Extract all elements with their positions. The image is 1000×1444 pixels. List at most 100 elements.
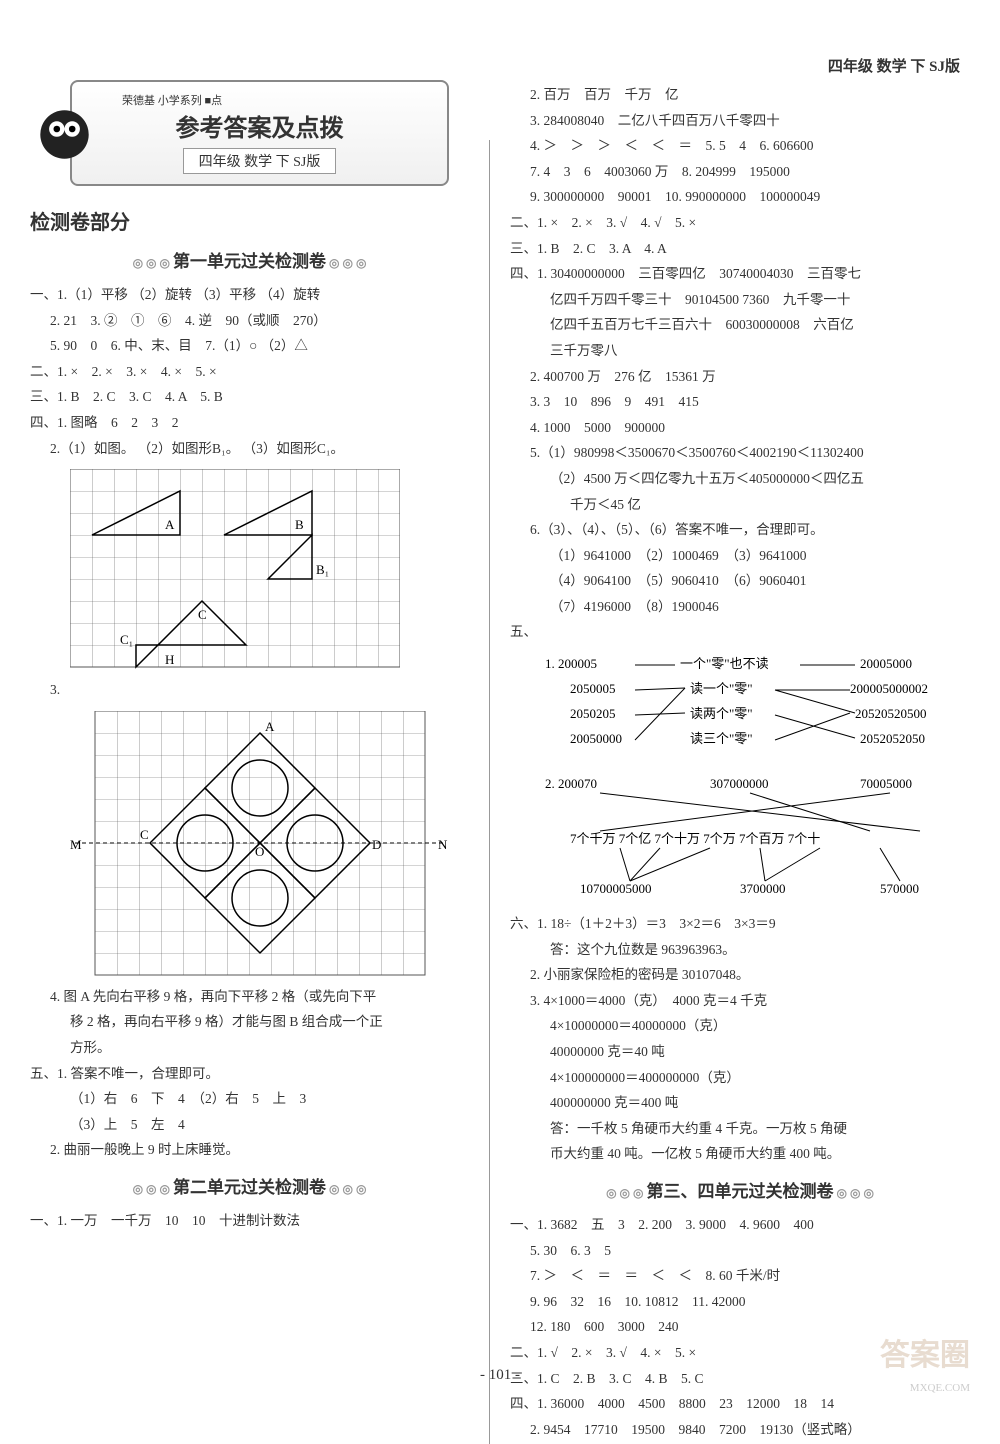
svg-text:570000: 570000 bbox=[880, 881, 919, 896]
unit34-title: 第三、四单元过关检测卷 bbox=[510, 1177, 970, 1202]
answer-text: 六、1. 18÷（1＋2＋3）＝3 3×2＝6 3×3＝9 bbox=[510, 913, 970, 935]
answer-text: 7. 4 3 6 4003060 万 8. 204999 195000 bbox=[510, 161, 970, 183]
answer-text: （4）9064100 （5）9060410 （6）9060401 bbox=[510, 570, 970, 592]
svg-text:200005000002: 200005000002 bbox=[850, 681, 928, 696]
answer-text: 5.（1）980998＜3500670＜3500760＜4002190＜1130… bbox=[510, 442, 970, 464]
svg-text:10700005000: 10700005000 bbox=[580, 881, 652, 896]
answer-text: 四、1. 图略 6 2 3 2 bbox=[30, 412, 469, 434]
answer-text: 5. 30 6. 3 5 bbox=[510, 1240, 970, 1262]
answer-text: 方形。 bbox=[30, 1037, 469, 1059]
answer-text: 五、1. 答案不唯一，合理即可。 bbox=[30, 1063, 469, 1085]
answer-text: 2. 曲丽一般晚上 9 时上床睡觉。 bbox=[30, 1139, 469, 1161]
svg-text:307000000: 307000000 bbox=[710, 776, 769, 791]
answer-text: （2）4500 万＜四亿零九十五万＜405000000＜四亿五 bbox=[510, 468, 970, 490]
answer-text: 400000000 克＝400 吨 bbox=[510, 1092, 970, 1114]
title-box: 荣德基 小学系列 ■点 参考答案及点拨 四年级 数学 下 SJ版 bbox=[70, 80, 449, 186]
answer-text: 亿四千万四千零三十 90104500 7360 九千零一十 bbox=[510, 289, 970, 311]
answer-text: 币大约重 40 吨。一亿枚 5 角硬币大约重 400 吨。 bbox=[510, 1143, 970, 1165]
answer-text: （3）上 5 左 4 bbox=[30, 1114, 469, 1136]
svg-text:2050005: 2050005 bbox=[570, 681, 616, 696]
svg-text:C: C bbox=[140, 827, 149, 842]
svg-text:读两个"零": 读两个"零" bbox=[690, 706, 753, 721]
watermark-url: MXQE.COM bbox=[910, 1382, 970, 1394]
svg-text:2050205: 2050205 bbox=[570, 706, 616, 721]
answer-text: 7. ＞ ＜ ＝ ＝ ＜ ＜ 8. 60 千米/时 bbox=[510, 1265, 970, 1287]
svg-text:读一个"零": 读一个"零" bbox=[690, 681, 753, 696]
svg-text:读三个"零": 读三个"零" bbox=[690, 731, 753, 746]
answer-text: 2. 400700 万 276 亿 15361 万 bbox=[510, 366, 970, 388]
answer-text: 2.（1）如图。 （2）如图形B₁。 （3）如图形C₁。 bbox=[30, 438, 469, 460]
answer-text: 答：一千枚 5 角硬币大约重 4 千克。一万枚 5 角硬 bbox=[510, 1118, 970, 1140]
right-column: 2. 百万 百万 千万 亿 3. 284008040 二亿八千四百万八千零四十 … bbox=[510, 80, 970, 1444]
svg-text:70005000: 70005000 bbox=[860, 776, 912, 791]
answer-text: 3. bbox=[30, 679, 469, 701]
sub-title: 四年级 数学 下 SJ版 bbox=[183, 148, 337, 174]
answer-text: 4. ＞ ＞ ＞ ＜ ＜ ＝ 5. 5 4 6. 606600 bbox=[510, 135, 970, 157]
answer-text: 一、1. 3682 五 3 2. 200 3. 9000 4. 9600 400 bbox=[510, 1214, 970, 1236]
matching-diagram-2: 2. 200070 307000000 70005000 7个千万 7个亿 7个… bbox=[540, 773, 970, 903]
answer-text: 五、 bbox=[510, 621, 970, 643]
header-grade: 四年级 数学 下 SJ版 bbox=[828, 55, 960, 76]
left-column: 荣德基 小学系列 ■点 参考答案及点拨 四年级 数学 下 SJ版 检测卷部分 第… bbox=[30, 80, 469, 1444]
answer-text: 二、1. × 2. × 3. √ 4. √ 5. × bbox=[510, 212, 970, 234]
answer-text: 4×100000000＝400000000（克） bbox=[510, 1067, 970, 1089]
svg-text:B: B bbox=[295, 517, 304, 532]
grid-diagram-1: A B B₁ C C₁ H bbox=[70, 469, 469, 669]
answer-text: 40000000 克＝40 吨 bbox=[510, 1041, 970, 1063]
svg-text:C₁: C₁ bbox=[120, 632, 133, 647]
svg-text:20005000: 20005000 bbox=[860, 656, 912, 671]
answer-text: 一、1.（1）平移 （2）旋转 （3）平移 （4）旋转 bbox=[30, 284, 469, 306]
svg-text:3700000: 3700000 bbox=[740, 881, 786, 896]
svg-text:D: D bbox=[372, 837, 381, 852]
answer-text: 2. 9454 17710 19500 9840 7200 19130（竖式略） bbox=[510, 1419, 970, 1441]
answer-text: 9. 96 32 16 10. 10812 11. 42000 bbox=[510, 1291, 970, 1313]
answer-text: 三、1. B 2. C 3. A 4. A bbox=[510, 238, 970, 260]
svg-text:B₁: B₁ bbox=[316, 562, 329, 577]
answer-text: 移 2 格，再向右平移 9 格）才能与图 B 组合成一个正 bbox=[30, 1011, 469, 1033]
answer-text: （1）右 6 下 4 （2）右 5 上 3 bbox=[30, 1088, 469, 1110]
section-title: 检测卷部分 bbox=[30, 206, 469, 235]
page-number: - 101 - bbox=[480, 1367, 520, 1384]
answer-text: 3. 284008040 二亿八千四百万八千零四十 bbox=[510, 110, 970, 132]
svg-text:2. 200070: 2. 200070 bbox=[545, 776, 597, 791]
answer-text: 9. 300000000 90001 10. 990000000 1000000… bbox=[510, 186, 970, 208]
svg-text:N: N bbox=[438, 837, 448, 852]
answer-text: 6.（3）、（4）、（5）、（6）答案不唯一，合理即可。 bbox=[510, 519, 970, 541]
answer-text: 4×10000000＝40000000（克） bbox=[510, 1015, 970, 1037]
answer-text: 5. 90 0 6. 中、末、目 7.（1）○ （2）△ bbox=[30, 335, 469, 357]
matching-diagram-1: 1. 200005 2050005 2050205 20050000 一个"零"… bbox=[540, 653, 970, 763]
column-divider bbox=[489, 140, 490, 1444]
svg-text:20520520500: 20520520500 bbox=[855, 706, 927, 721]
answer-text: 亿四千五百万七千三百六十 60030000008 六百亿 bbox=[510, 314, 970, 336]
mascot-icon bbox=[37, 107, 92, 162]
main-columns: 荣德基 小学系列 ■点 参考答案及点拨 四年级 数学 下 SJ版 检测卷部分 第… bbox=[30, 80, 970, 1444]
unit1-title: 第一单元过关检测卷 bbox=[30, 247, 469, 272]
answer-text: 2. 小丽家保险柜的密码是 30107048。 bbox=[510, 964, 970, 986]
svg-text:2052052050: 2052052050 bbox=[860, 731, 925, 746]
answer-text: 二、1. × 2. × 3. × 4. × 5. × bbox=[30, 361, 469, 383]
answer-text: 一、1. 一万 一千万 10 10 十进制计数法 bbox=[30, 1210, 469, 1232]
svg-text:1. 200005: 1. 200005 bbox=[545, 656, 597, 671]
answer-text: 三千万零八 bbox=[510, 340, 970, 362]
answer-text: 4. 1000 5000 900000 bbox=[510, 417, 970, 439]
answer-text: 3. 3 10 896 9 491 415 bbox=[510, 391, 970, 413]
svg-text:20050000: 20050000 bbox=[570, 731, 622, 746]
main-title: 参考答案及点拨 bbox=[92, 108, 427, 143]
answer-text: （1）9641000 （2）1000469 （3）9641000 bbox=[510, 545, 970, 567]
answer-text: 4. 图 A 先向右平移 9 格，再向下平移 2 格（或先向下平 bbox=[30, 986, 469, 1008]
svg-text:A: A bbox=[165, 517, 175, 532]
answer-text: 2. 百万 百万 千万 亿 bbox=[510, 84, 970, 106]
svg-text:H: H bbox=[165, 652, 174, 667]
unit2-title: 第二单元过关检测卷 bbox=[30, 1173, 469, 1198]
answer-text: 3. 4×1000＝4000（克） 4000 克＝4 千克 bbox=[510, 990, 970, 1012]
svg-text:A: A bbox=[265, 719, 275, 734]
answer-text: 答：这个九位数是 963963963。 bbox=[510, 939, 970, 961]
answer-text: 四、1. 30400000000 三百零四亿 30740004030 三百零七 bbox=[510, 263, 970, 285]
svg-text:C: C bbox=[198, 607, 207, 622]
answer-text: （7）4196000 （8）1900046 bbox=[510, 596, 970, 618]
svg-text:7个千万 7个亿 7个十万 7个万 7个百万 7个: 7个千万 7个亿 7个十万 7个万 7个百万 7个十 bbox=[570, 831, 820, 846]
watermark: 答案圈 bbox=[880, 1330, 970, 1374]
answer-text: 千万＜45 亿 bbox=[510, 494, 970, 516]
svg-text:M: M bbox=[70, 837, 82, 852]
answer-text: 三、1. B 2. C 3. C 4. A 5. B bbox=[30, 386, 469, 408]
